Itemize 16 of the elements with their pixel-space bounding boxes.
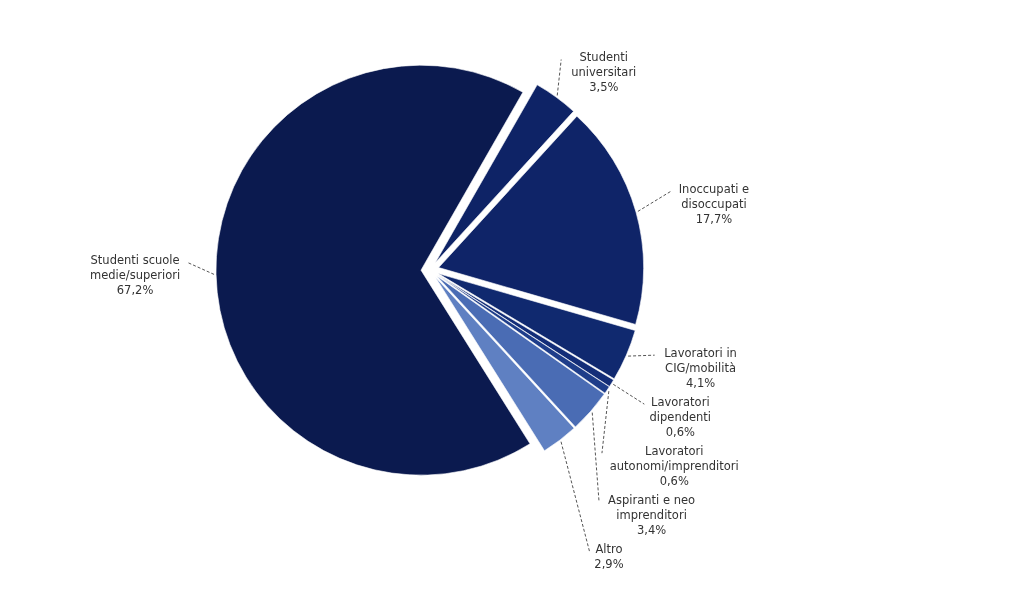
data-label: 67,2%	[116, 282, 154, 297]
slice-label: Aspiranti e neo imprenditori	[608, 492, 696, 522]
slice-label: Inoccupati e disoccupati	[678, 181, 750, 211]
slice-label: Lavoratori autonomi/imprenditori	[609, 443, 739, 473]
slice-label: Lavoratori in CIG/mobilità	[664, 345, 737, 375]
data-label: 0,6%	[665, 424, 695, 439]
slice-label: Altro	[595, 541, 623, 556]
slice-label: Studenti scuole medie/superiori	[89, 252, 181, 282]
data-label: 17,7%	[695, 211, 733, 226]
data-label: 0,6%	[659, 473, 689, 488]
data-label: 3,5%	[589, 80, 619, 95]
slice-label: Lavoratori dipendenti	[649, 394, 712, 424]
slice-label: Studenti universitari	[571, 50, 637, 80]
data-label: 2,9%	[594, 556, 624, 571]
data-label: 4,1%	[685, 375, 716, 390]
data-label: 3,4%	[636, 522, 667, 537]
